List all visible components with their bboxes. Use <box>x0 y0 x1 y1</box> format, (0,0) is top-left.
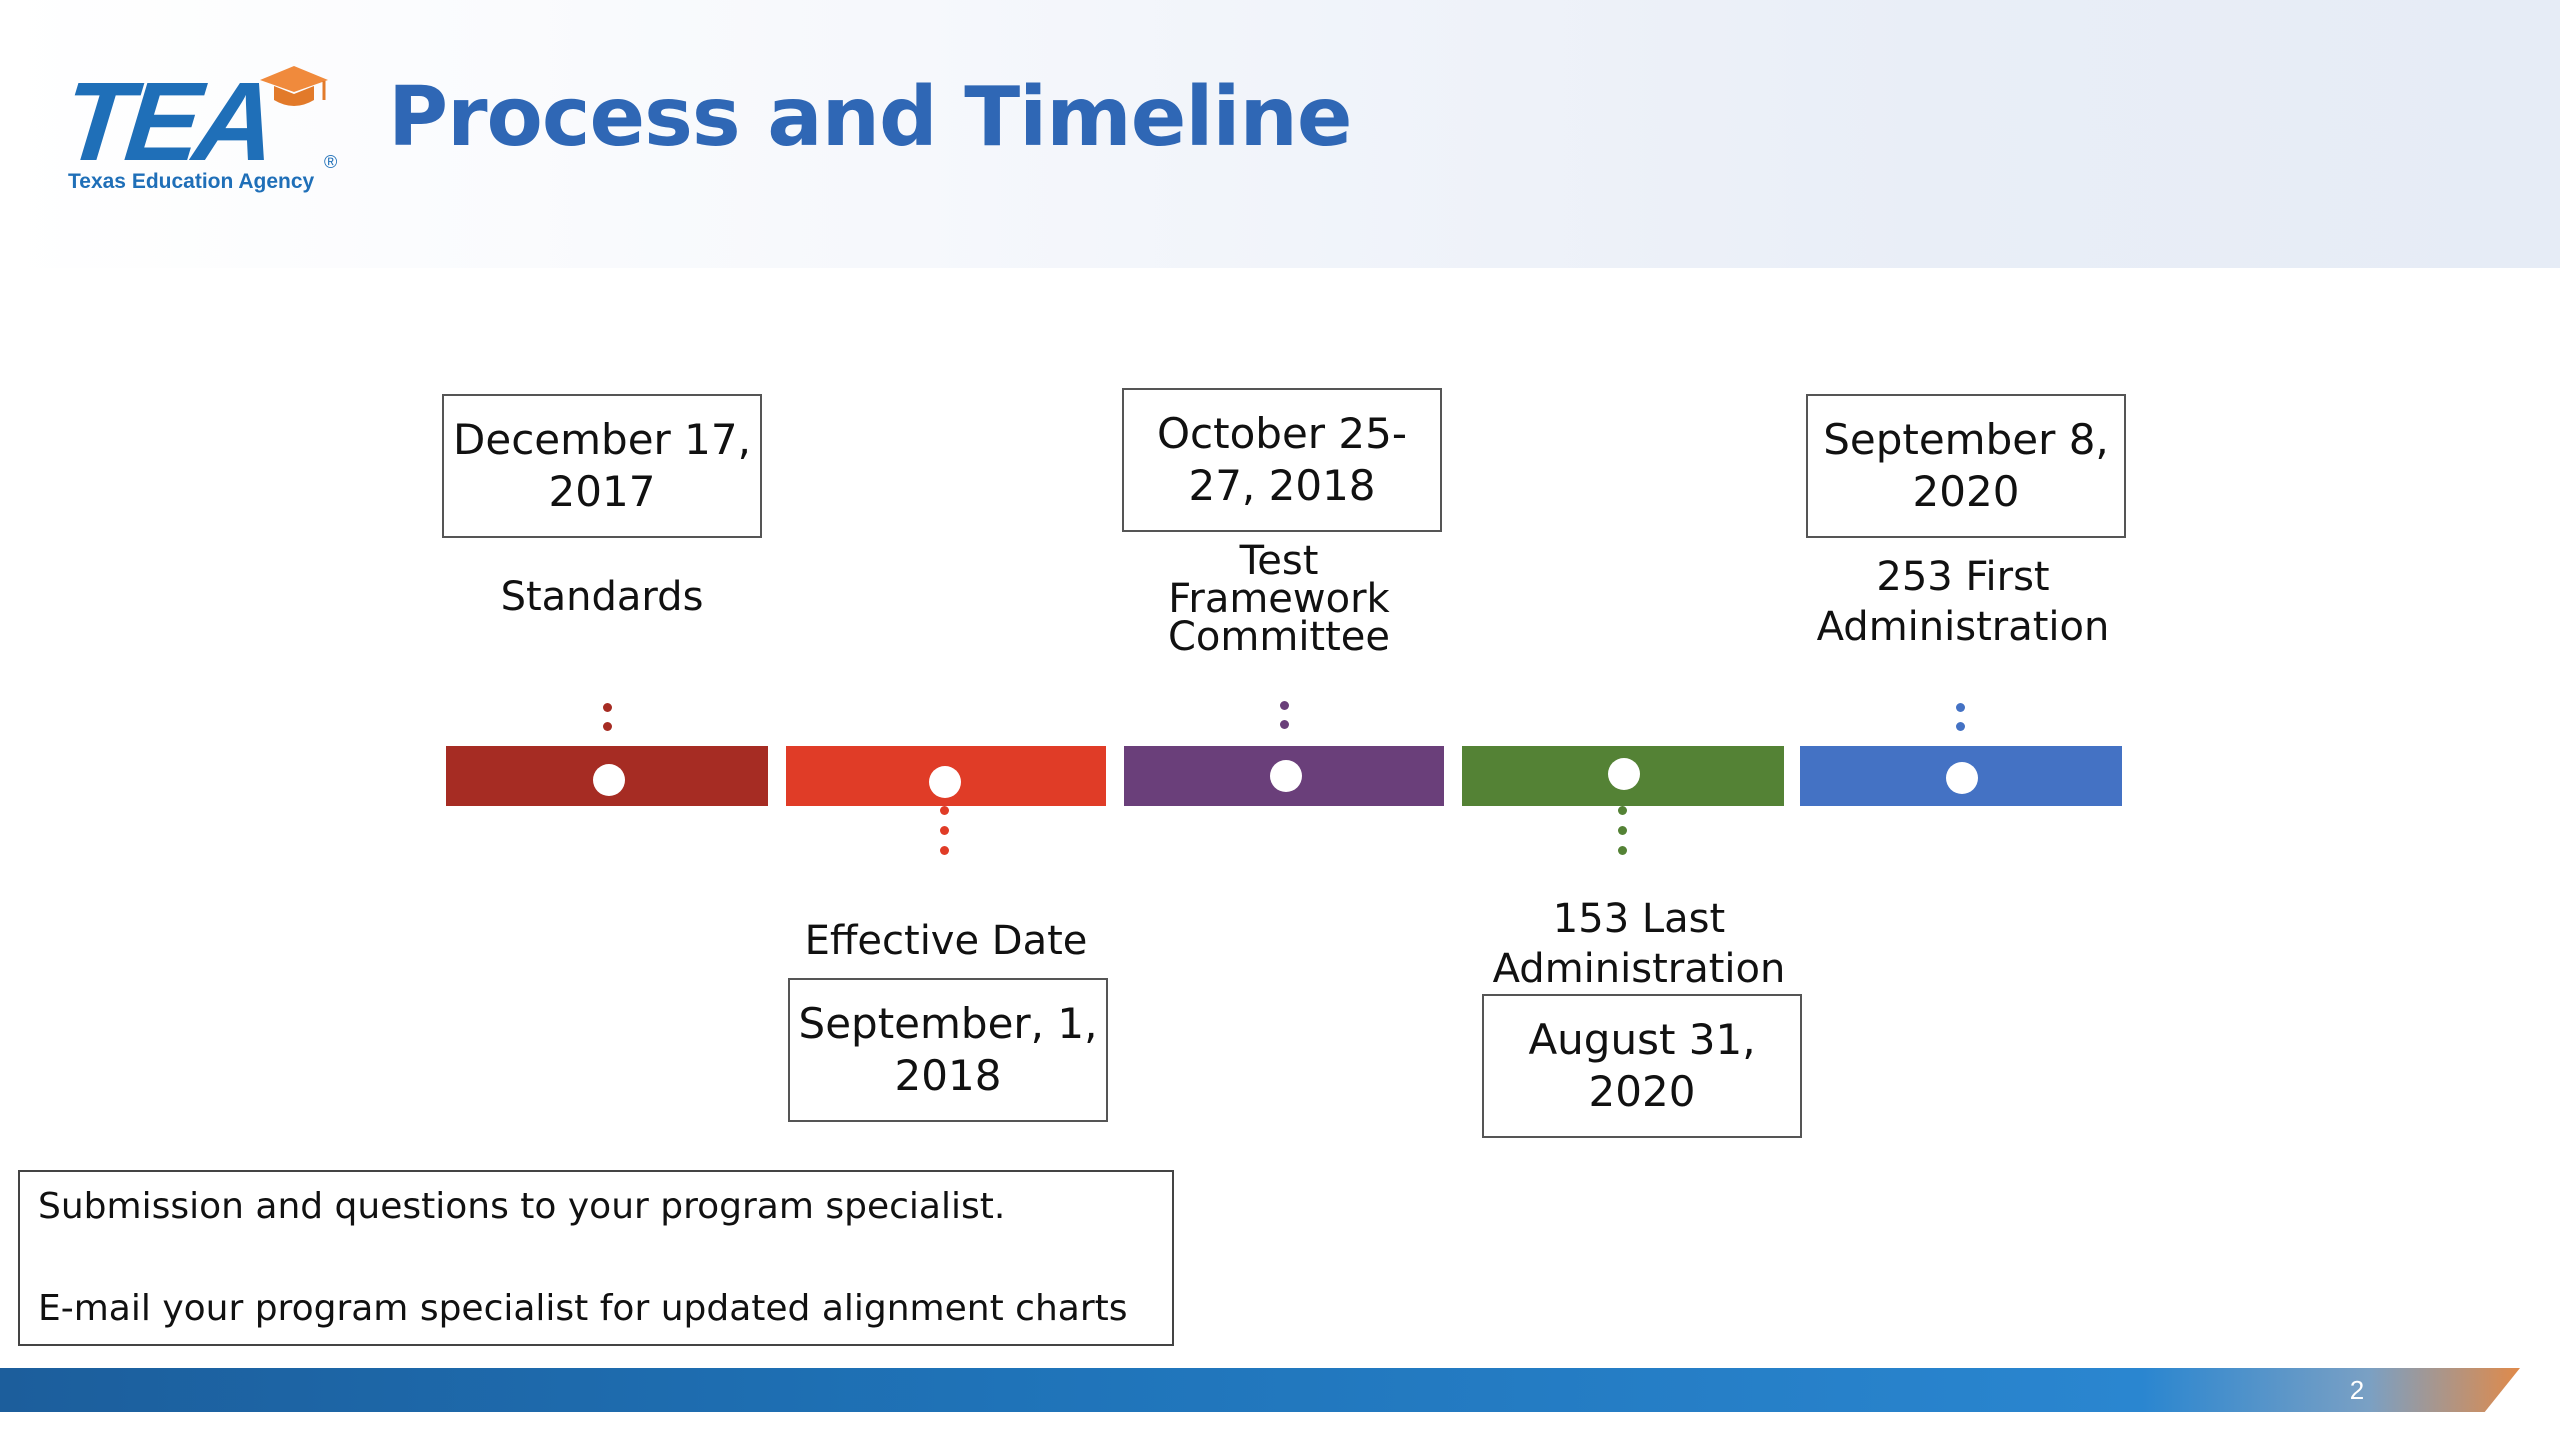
connector-dot <box>1956 703 1965 712</box>
connector-dot <box>1618 826 1627 835</box>
page-title: Process and Timeline <box>388 70 1353 165</box>
timeline-segment-3 <box>1124 746 1444 806</box>
timeline-marker-5 <box>1946 762 1978 794</box>
timeline-segment-4 <box>1462 746 1784 806</box>
connector-dot <box>603 722 612 731</box>
timeline-marker-4 <box>1608 758 1640 790</box>
connector-dot <box>940 826 949 835</box>
timeline-segment-1 <box>446 746 768 806</box>
milestone-label-standards: Standards <box>500 574 704 620</box>
milestone-date-test-framework: October 25- 27, 2018 <box>1122 388 1442 532</box>
connector-dot <box>603 703 612 712</box>
milestone-label-test-framework: Test Framework Committee <box>1167 538 1391 660</box>
milestone-label-effective-date: Effective Date <box>804 918 1088 964</box>
footer-bar <box>0 1368 2520 1412</box>
timeline-segment-2 <box>786 746 1106 806</box>
milestone-label-153-last: 153 Last Administration <box>1492 896 1786 992</box>
timeline-marker-2 <box>929 766 961 798</box>
logo-wordmark: TEA <box>57 59 277 184</box>
timeline-marker-1 <box>593 764 625 796</box>
graduation-cap-icon <box>260 66 328 106</box>
note-line-email: E-mail your program specialist for updat… <box>38 1288 1128 1329</box>
connector-dot <box>1280 701 1289 710</box>
milestone-date-effective-date: September, 1, 2018 <box>788 978 1108 1122</box>
timeline-marker-3 <box>1270 760 1302 792</box>
page-number: 2 <box>2349 1375 2365 1405</box>
logo-subtitle: Texas Education Agency <box>68 170 315 193</box>
registered-mark: ® <box>324 152 338 172</box>
tea-logo: TEA ® Texas Education Agency <box>57 59 354 200</box>
connector-dot <box>940 806 949 815</box>
connector-dot <box>1618 806 1627 815</box>
note-line-submission: Submission and questions to your program… <box>38 1186 1006 1227</box>
connector-dot <box>1618 846 1627 855</box>
milestone-date-153-last: August 31, 2020 <box>1482 994 1802 1138</box>
header-band <box>0 0 2560 268</box>
connector-dot <box>1956 722 1965 731</box>
milestone-label-253-first: 253 First Administration <box>1816 554 2110 650</box>
connector-dot <box>940 846 949 855</box>
connector-dot <box>1280 720 1289 729</box>
milestone-date-253-first: September 8, 2020 <box>1806 394 2126 538</box>
note-box: Submission and questions to your program… <box>18 1170 1174 1346</box>
timeline-segment-5 <box>1800 746 2122 806</box>
milestone-date-standards: December 17, 2017 <box>442 394 762 538</box>
